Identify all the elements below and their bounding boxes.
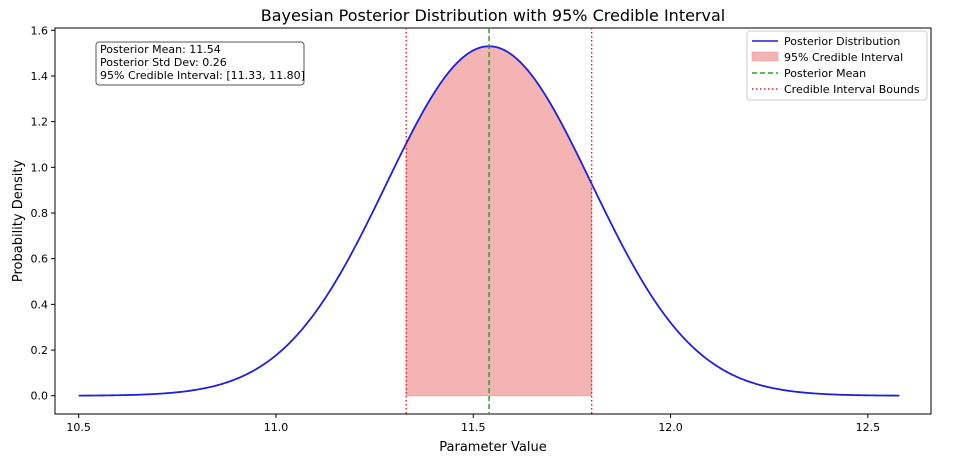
stats-line-mean: Posterior Mean: 11.54	[100, 43, 221, 56]
x-tick-label: 10.5	[66, 421, 91, 434]
chart-title: Bayesian Posterior Distribution with 95%…	[261, 6, 725, 25]
stats-box-frame	[95, 41, 305, 86]
axes-layer: 10.5 11.0 11.5 12.0 12.5 0.0 0.2 0.4 0.6 0.8 1.0 1.…	[31, 24, 881, 434]
legend-label-posterior: Posterior Distribution	[784, 35, 900, 48]
x-axis-label: Parameter Value	[439, 440, 546, 455]
legend: Posterior Distribution 95% Credible Inte…	[746, 30, 928, 101]
x-tick-label: 12.5	[856, 421, 881, 434]
y-tick-label: 0.8	[31, 207, 49, 220]
y-tick-label: 1.6	[31, 24, 49, 37]
y-tick-label: 0.6	[31, 253, 49, 266]
reference-lines-layer	[405, 28, 593, 414]
stats-line-interval: 95% Credible Interval: [11.33, 11.80]	[100, 69, 305, 82]
legend-label-mean: Posterior Mean	[784, 67, 866, 80]
y-tick-label: 1.4	[31, 70, 49, 83]
y-axis-label: Probability Density	[11, 160, 26, 283]
y-tick-label: 0.0	[31, 390, 49, 403]
y-tick-label: 1.0	[31, 161, 49, 174]
legend-label-credible-interval: 95% Credible Interval	[784, 51, 903, 64]
stats-line-std: Posterior Std Dev: 0.26	[100, 56, 227, 69]
y-tick-label: 1.2	[31, 116, 49, 129]
stats-box: Posterior Mean: 11.54 Posterior Std Dev:…	[95, 41, 305, 86]
y-tick-label: 0.4	[31, 298, 49, 311]
x-tick-label: 11.5	[461, 421, 486, 434]
legend-frame	[746, 30, 928, 101]
legend-swatch-credible-interval	[751, 51, 779, 62]
x-tick-label: 12.0	[658, 421, 683, 434]
x-tick-label: 11.0	[264, 421, 289, 434]
y-tick-label: 0.2	[31, 344, 49, 357]
legend-label-bounds: Credible Interval Bounds	[784, 83, 920, 96]
